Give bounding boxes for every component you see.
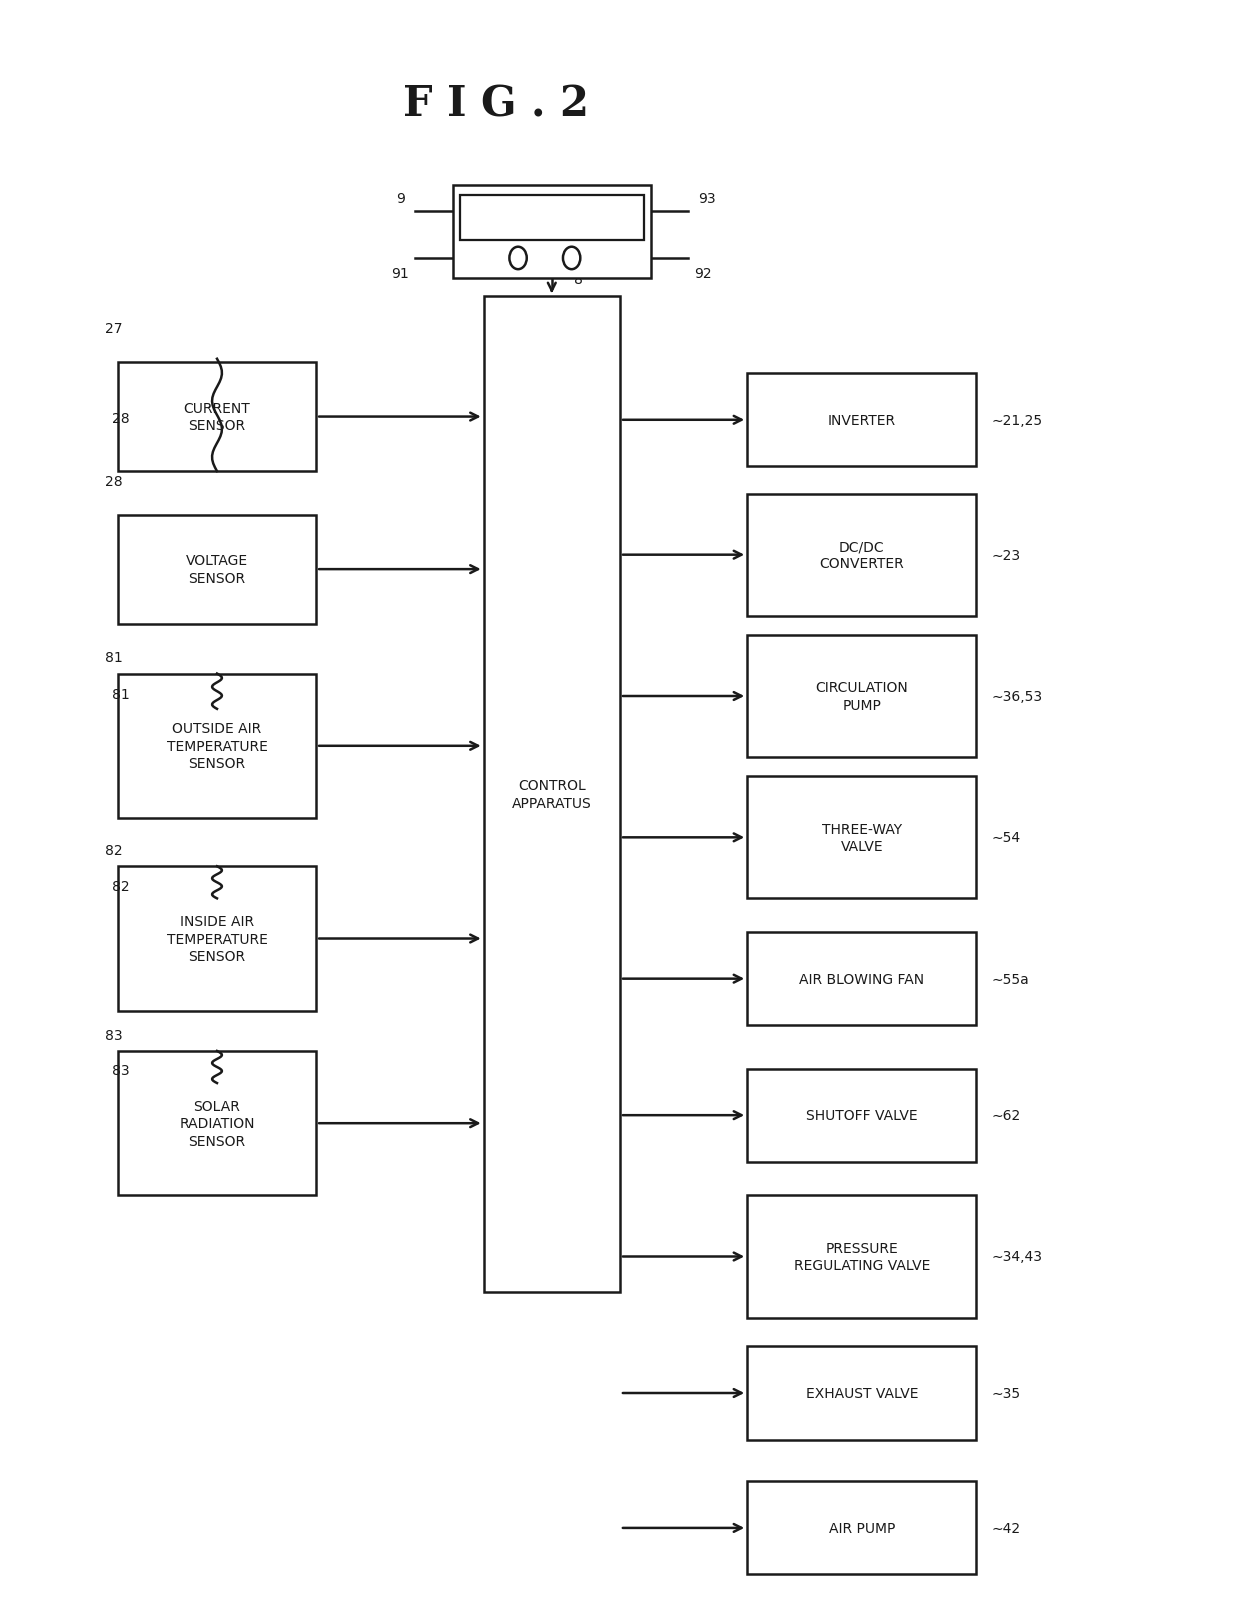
Text: 28: 28 [112, 412, 129, 425]
Bar [746, 933, 976, 1026]
Text: AIR BLOWING FAN: AIR BLOWING FAN [800, 973, 924, 985]
Text: 28: 28 [105, 475, 123, 488]
Text: CIRCULATION
PUMP: CIRCULATION PUMP [816, 681, 908, 713]
Text: CURRENT
SENSOR: CURRENT SENSOR [184, 401, 250, 433]
Text: ∼23: ∼23 [992, 549, 1021, 562]
Bar [746, 374, 976, 467]
Text: 82: 82 [112, 880, 129, 892]
Text: EXHAUST VALVE: EXHAUST VALVE [806, 1387, 918, 1400]
Text: OUTSIDE AIR
TEMPERATURE
SENSOR: OUTSIDE AIR TEMPERATURE SENSOR [166, 722, 268, 770]
Bar [118, 867, 316, 1011]
Text: 83: 83 [112, 1064, 129, 1077]
Bar [484, 297, 620, 1292]
Text: ∼55a: ∼55a [992, 973, 1029, 985]
Bar [453, 186, 651, 279]
Text: CONTROL
APPARATUS: CONTROL APPARATUS [512, 778, 591, 811]
Text: 9: 9 [397, 193, 405, 205]
Bar [118, 363, 316, 472]
Text: ∼36,53: ∼36,53 [992, 690, 1043, 703]
Bar [746, 1347, 976, 1440]
Text: THREE-WAY
VALVE: THREE-WAY VALVE [822, 822, 901, 854]
Text: VOLTAGE
SENSOR: VOLTAGE SENSOR [186, 554, 248, 586]
Text: INVERTER: INVERTER [828, 414, 895, 427]
Bar [746, 777, 976, 899]
Bar [118, 674, 316, 819]
Bar [746, 636, 976, 758]
Text: INSIDE AIR
TEMPERATURE
SENSOR: INSIDE AIR TEMPERATURE SENSOR [166, 915, 268, 963]
Text: 83: 83 [105, 1029, 123, 1042]
Bar [746, 1069, 976, 1162]
Text: ∼21,25: ∼21,25 [992, 414, 1043, 427]
Bar [746, 1196, 976, 1318]
Text: SOLAR
RADIATION
SENSOR: SOLAR RADIATION SENSOR [180, 1099, 254, 1148]
Text: SHUTOFF VALVE: SHUTOFF VALVE [806, 1109, 918, 1122]
Bar [118, 515, 316, 624]
Bar [118, 1051, 316, 1196]
Text: 91: 91 [392, 266, 409, 281]
Text: DC/DC
CONVERTER: DC/DC CONVERTER [820, 539, 904, 571]
Bar [746, 494, 976, 616]
Text: 8: 8 [574, 273, 583, 287]
Text: ∼34,43: ∼34,43 [992, 1250, 1043, 1263]
Text: 81: 81 [112, 689, 129, 701]
Text: 92: 92 [694, 266, 712, 281]
Text: ∼62: ∼62 [992, 1109, 1021, 1122]
Text: ∼42: ∼42 [992, 1522, 1021, 1534]
Bar [460, 196, 644, 241]
Text: F I G . 2: F I G . 2 [403, 83, 589, 125]
Text: AIR PUMP: AIR PUMP [828, 1522, 895, 1534]
Text: 82: 82 [105, 844, 123, 857]
Text: ∼54: ∼54 [992, 831, 1021, 844]
Bar [746, 1481, 976, 1575]
Text: 93: 93 [698, 193, 715, 205]
Text: 27: 27 [105, 323, 123, 335]
Text: ∼35: ∼35 [992, 1387, 1021, 1400]
Text: PRESSURE
REGULATING VALVE: PRESSURE REGULATING VALVE [794, 1241, 930, 1273]
Text: 81: 81 [105, 652, 123, 664]
